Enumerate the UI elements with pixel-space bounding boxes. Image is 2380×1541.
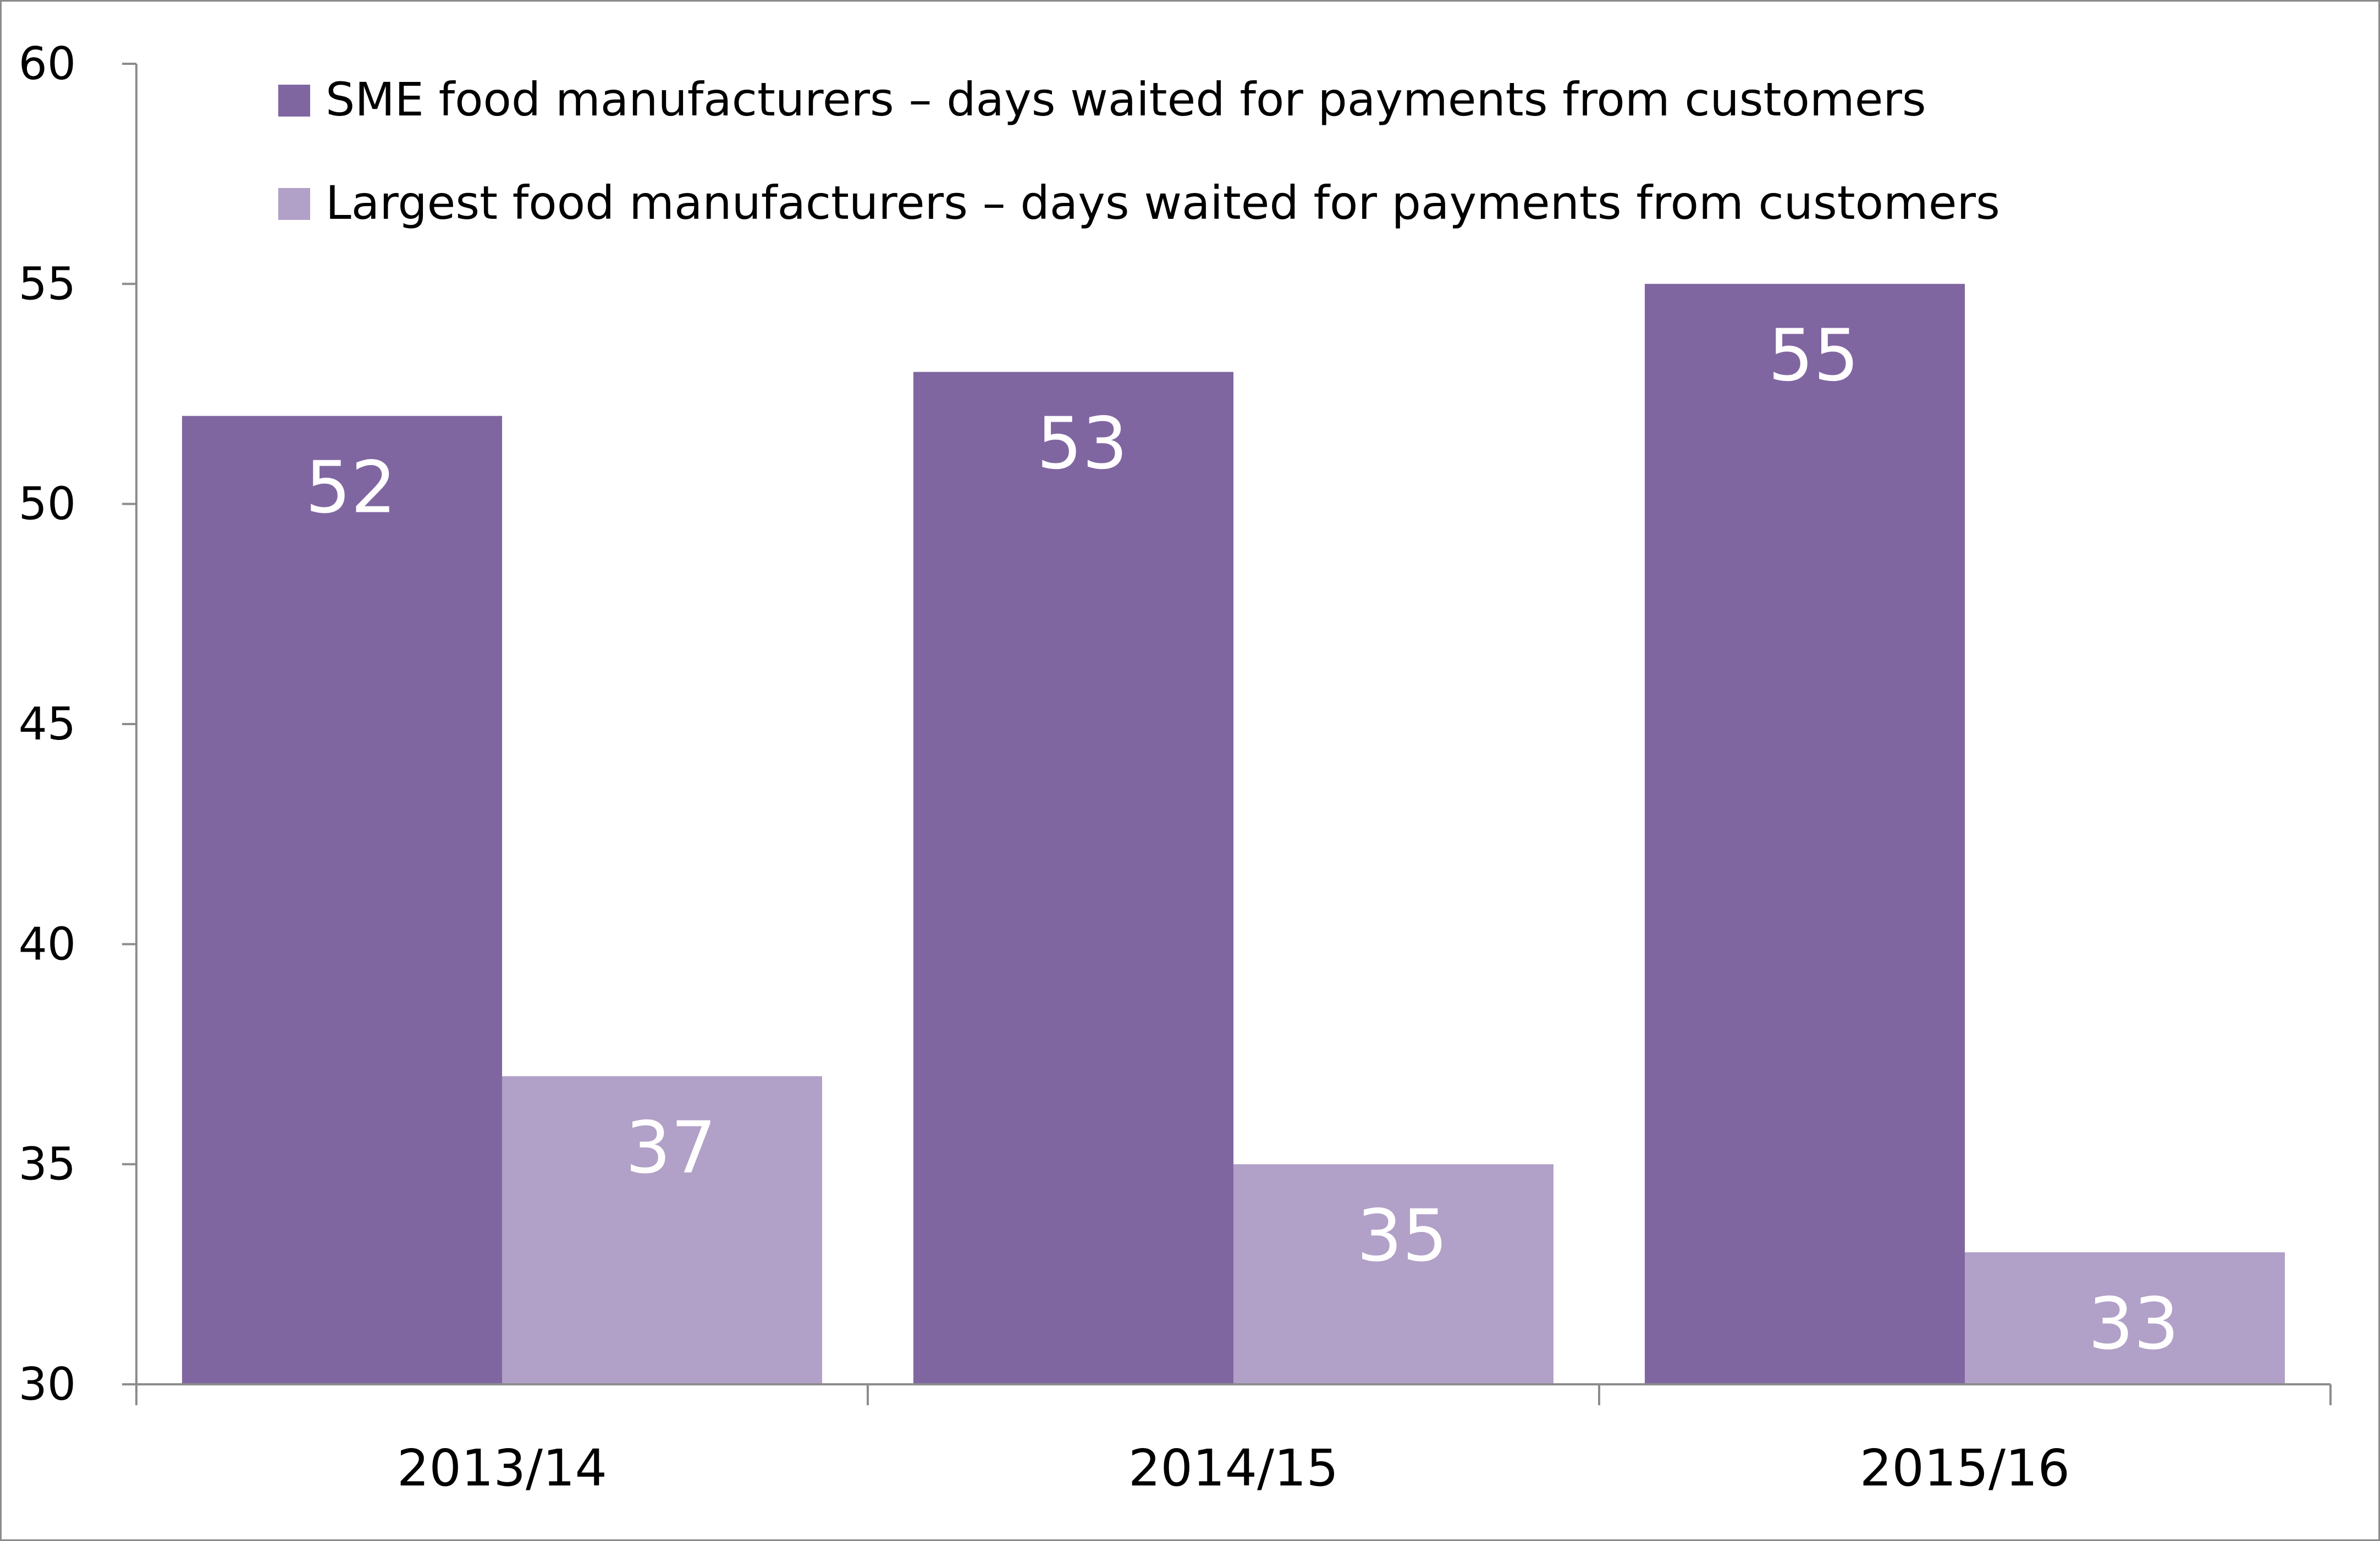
y-tick-label: 55 — [19, 258, 76, 310]
x-tick-label: 2013/14 — [397, 1439, 607, 1498]
y-tick-label: 45 — [19, 698, 76, 750]
y-tick-label: 60 — [19, 38, 76, 90]
y-tick-label: 40 — [19, 918, 76, 970]
data-label-sme-2014-15: 53 — [1037, 401, 1127, 485]
legend-swatch-sme — [278, 85, 310, 117]
bar-largest-2015-16 — [1965, 1252, 2285, 1384]
bar-sme-2014-15 — [913, 372, 1233, 1384]
bar-largest-2014-15 — [1233, 1164, 1553, 1384]
y-tick-label: 30 — [19, 1358, 76, 1411]
data-label-largest-2014-15: 35 — [1357, 1194, 1447, 1278]
data-label-sme-2015-16: 55 — [1768, 313, 1859, 397]
bar-sme-2013-14 — [182, 416, 502, 1384]
data-label-largest-2013-14: 37 — [625, 1106, 716, 1190]
bar-largest-2013-14 — [502, 1076, 822, 1384]
legend-swatch-largest — [278, 188, 310, 220]
data-label-sme-2013-14: 52 — [305, 446, 396, 529]
bar-sme-2015-16 — [1645, 284, 1965, 1385]
x-tick-label: 2015/16 — [1860, 1439, 2070, 1498]
legend-label-largest: Largest food manufacturers – days waited… — [326, 176, 2000, 230]
legend-label-sme: SME food manufacturers – days waited for… — [326, 73, 1926, 126]
data-label-largest-2015-16: 33 — [2088, 1282, 2179, 1366]
y-tick-label: 35 — [19, 1139, 76, 1191]
x-tick-label: 2014/15 — [1128, 1439, 1338, 1498]
y-tick-label: 50 — [19, 478, 76, 531]
